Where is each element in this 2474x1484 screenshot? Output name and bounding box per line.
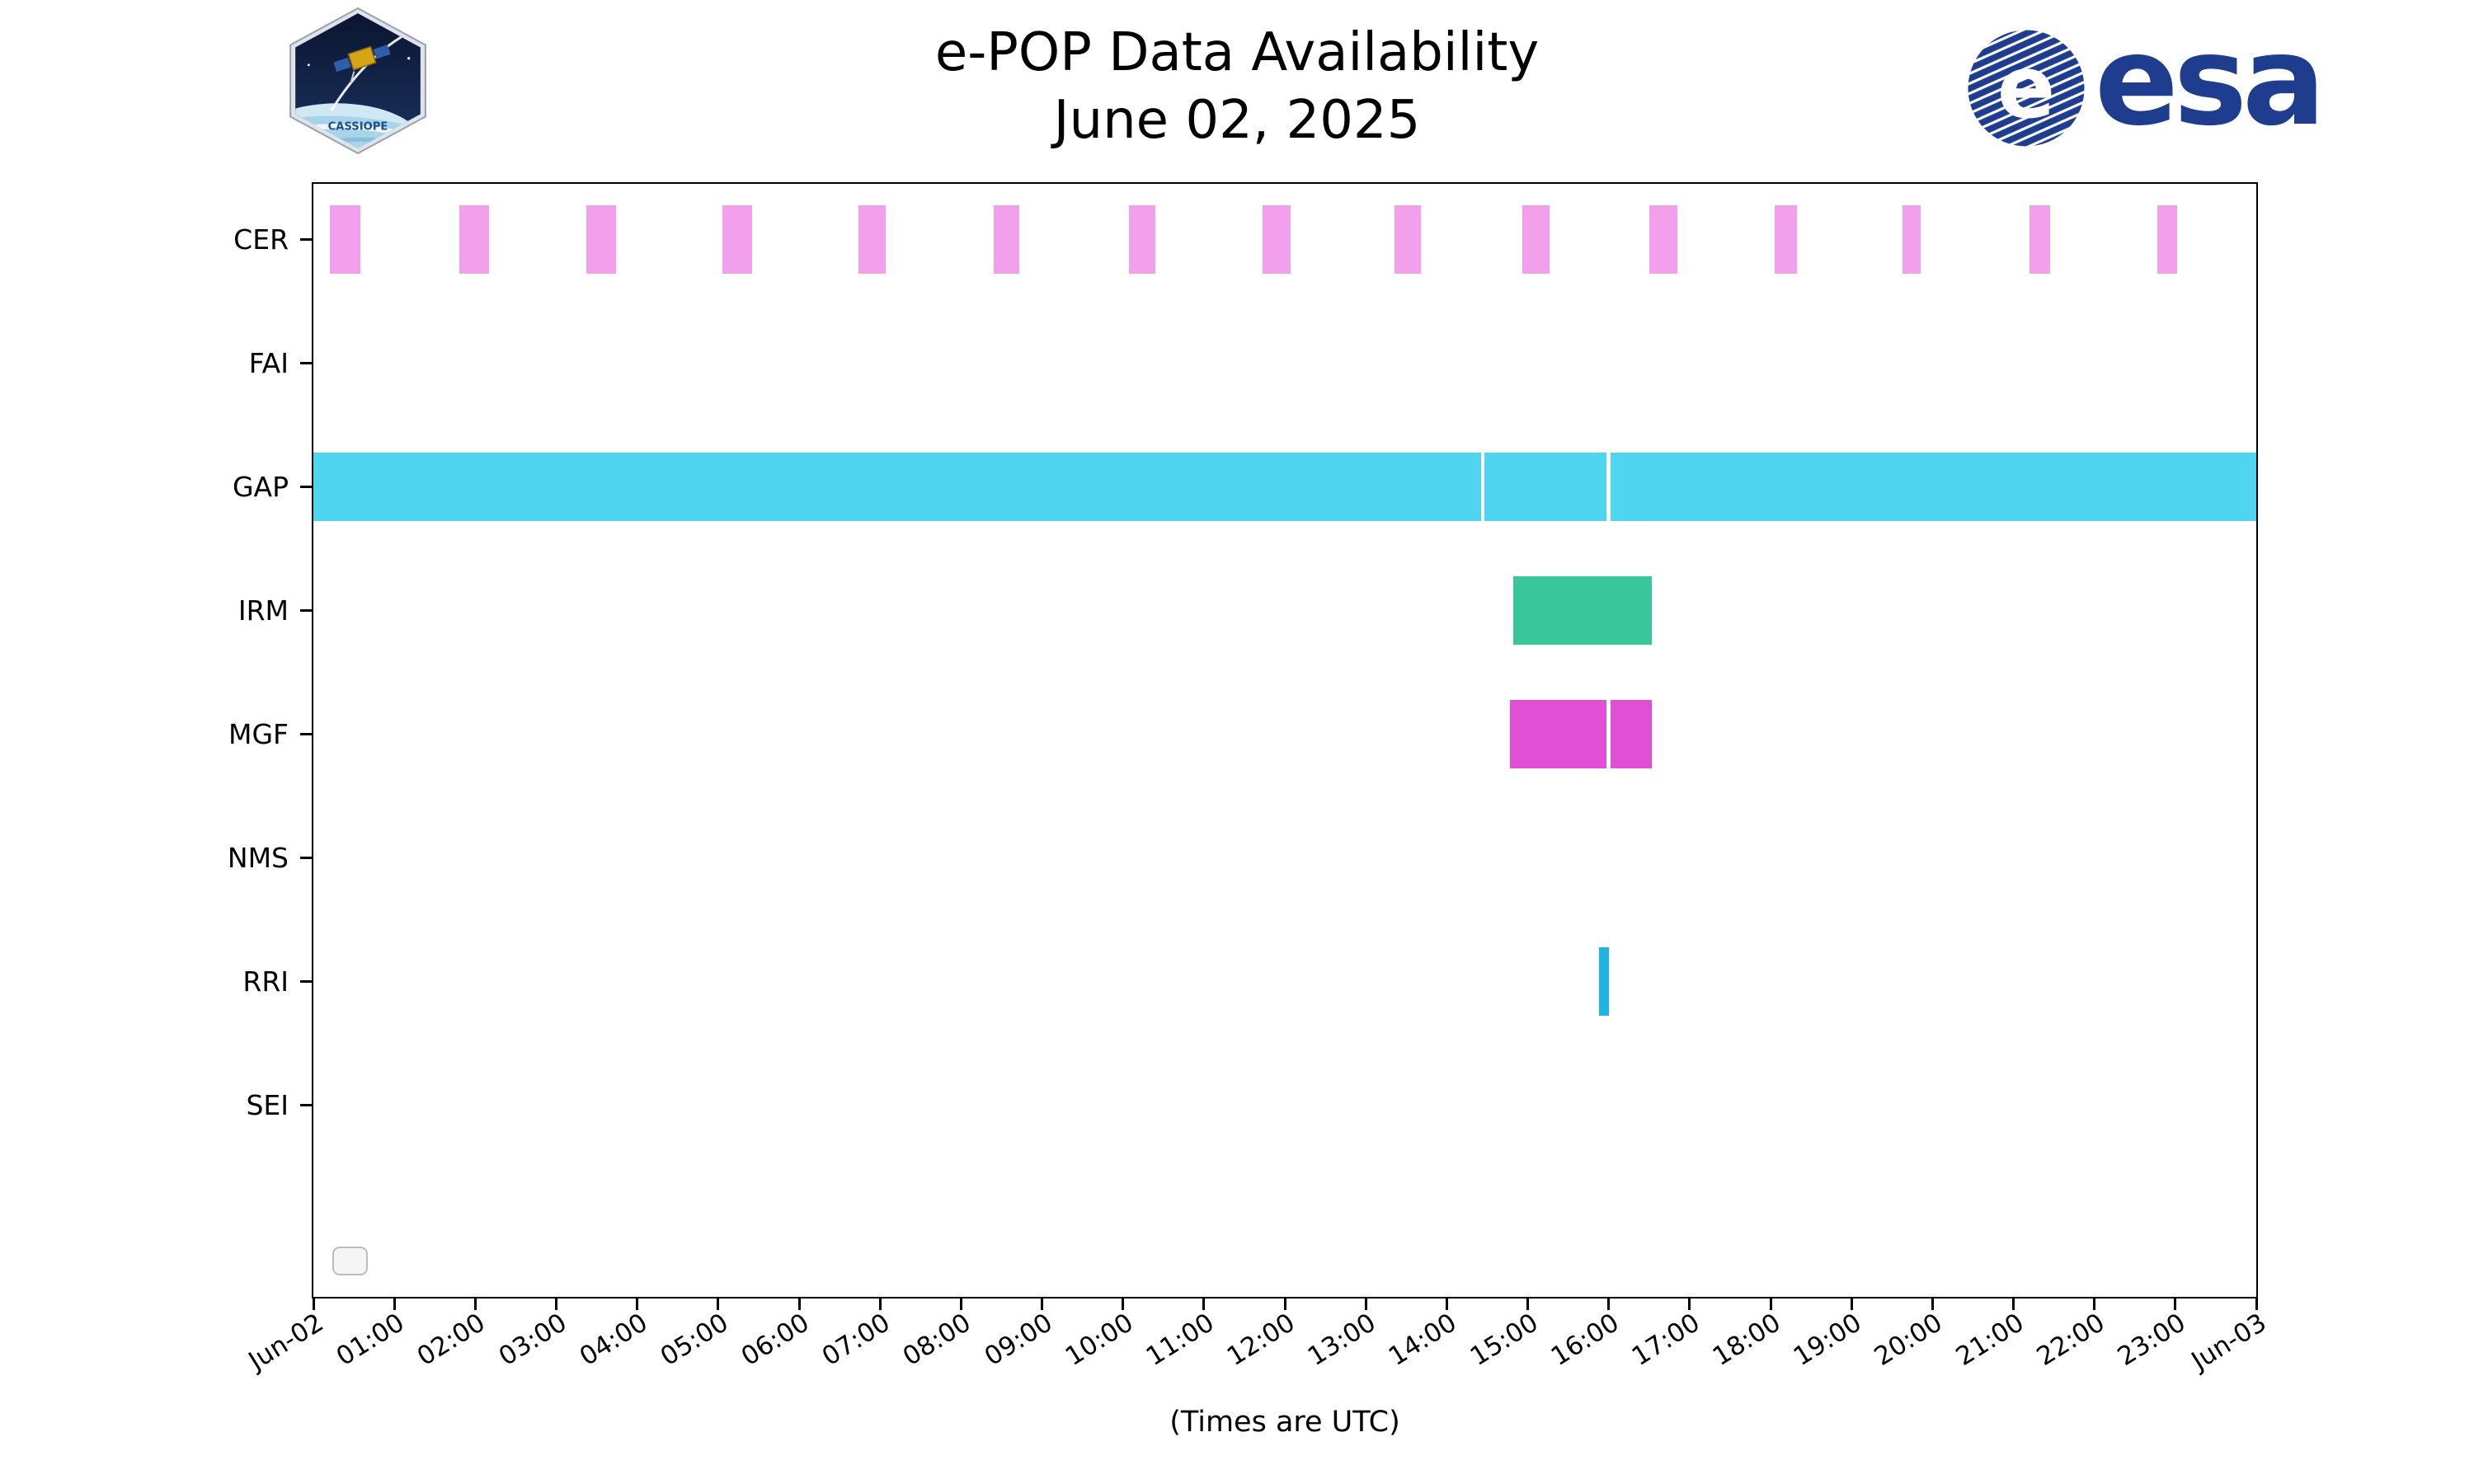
y-tick-nms [300, 857, 312, 859]
y-tick-fai [300, 362, 312, 364]
x-tick-10:00 [1122, 1298, 1125, 1310]
esa-logo: e esa [1965, 25, 2326, 153]
row-label-sei: SEI [246, 1088, 289, 1121]
row-label-irm: IRM [238, 594, 289, 627]
x-tick-21:00 [2012, 1298, 2015, 1310]
row-label-mgf: MGF [228, 717, 289, 750]
x-tick-12:00 [1283, 1298, 1286, 1310]
x-tick-03:00 [555, 1298, 557, 1310]
row-label-gap: GAP [232, 470, 289, 503]
gap-availability-bar [1610, 453, 2256, 521]
x-tick-05:00 [717, 1298, 720, 1310]
cer-availability-bar [1128, 205, 1155, 274]
cer-availability-bar [1903, 205, 1921, 274]
chart-title: e-POP Data Availability June 02, 2025 [0, 20, 2474, 155]
x-tick-19:00 [1850, 1298, 1853, 1310]
x-tick-14:00 [1445, 1298, 1448, 1310]
x-tick-jun-03 [2255, 1298, 2258, 1310]
cer-availability-bar [329, 205, 360, 274]
x-tick-23:00 [2174, 1298, 2177, 1310]
x-tick-16:00 [1607, 1298, 1611, 1310]
cer-availability-bar [2030, 205, 2050, 274]
esa-wordmark: esa [2095, 25, 2321, 153]
cassiope-mission-patch-logo: CASSIOPE [289, 7, 426, 155]
legend-box [332, 1247, 368, 1275]
chart-title-line2: June 02, 2025 [1053, 90, 1421, 151]
esa-globe-e: e [1997, 37, 2056, 138]
x-tick-jun-02 [312, 1298, 315, 1310]
patch-satellite [333, 45, 391, 83]
esa-globe-icon [1967, 29, 2086, 148]
cassiope-patch-text: CASSIOPE [328, 121, 388, 134]
y-tick-mgf [300, 733, 312, 735]
x-tick-09:00 [1041, 1298, 1043, 1310]
cer-availability-bar [858, 205, 887, 274]
plot-area: CER FAI GAP IRM MGF NMS RRI SEI Jun-02 01:00 02:00… [228, 182, 2272, 1376]
rri-availability-bar [1598, 947, 1609, 1016]
cer-availability-bar [2157, 205, 2177, 274]
x-tick-17:00 [1688, 1298, 1691, 1310]
y-tick-cer [300, 238, 312, 241]
x-tick-22:00 [2093, 1298, 2096, 1310]
x-tick-07:00 [878, 1298, 882, 1310]
cer-availability-bar [1263, 205, 1291, 274]
x-tick-08:00 [959, 1298, 962, 1310]
x-tick-11:00 [1202, 1298, 1206, 1310]
x-tick-15:00 [1526, 1298, 1529, 1310]
gap-availability-bar [313, 453, 1481, 521]
cer-availability-bar [586, 205, 617, 274]
y-tick-rri [300, 980, 312, 983]
x-tick-02:00 [473, 1298, 477, 1310]
y-tick-irm [300, 609, 312, 612]
cer-availability-bar [1774, 205, 1798, 274]
x-axis-title: (Times are UTC) [1169, 1406, 1400, 1439]
x-tick-04:00 [636, 1298, 639, 1310]
cer-availability-bar [1522, 205, 1550, 274]
cer-availability-bar [459, 205, 489, 274]
x-tick-20:00 [1931, 1298, 1934, 1310]
cer-availability-bar [722, 205, 753, 274]
row-label-fai: FAI [248, 346, 289, 379]
y-tick-sei [300, 1104, 312, 1106]
cer-availability-bar [1649, 205, 1678, 274]
cer-availability-bar [993, 205, 1019, 274]
y-tick-gap [300, 486, 312, 488]
gap-availability-bar [1484, 453, 1606, 521]
x-tick-13:00 [1364, 1298, 1367, 1310]
row-label-rri: RRI [242, 965, 289, 998]
row-label-cer: CER [233, 223, 289, 256]
chart-title-line1: e-POP Data Availability [934, 22, 1540, 83]
x-tick-18:00 [1769, 1298, 1772, 1310]
mgf-availability-bar [1610, 700, 1652, 768]
irm-availability-bar [1512, 576, 1652, 645]
row-label-nms: NMS [227, 841, 289, 874]
cer-availability-bar [1394, 205, 1421, 274]
x-tick-06:00 [797, 1298, 801, 1310]
mgf-availability-bar [1509, 700, 1606, 768]
x-tick-01:00 [393, 1298, 396, 1310]
